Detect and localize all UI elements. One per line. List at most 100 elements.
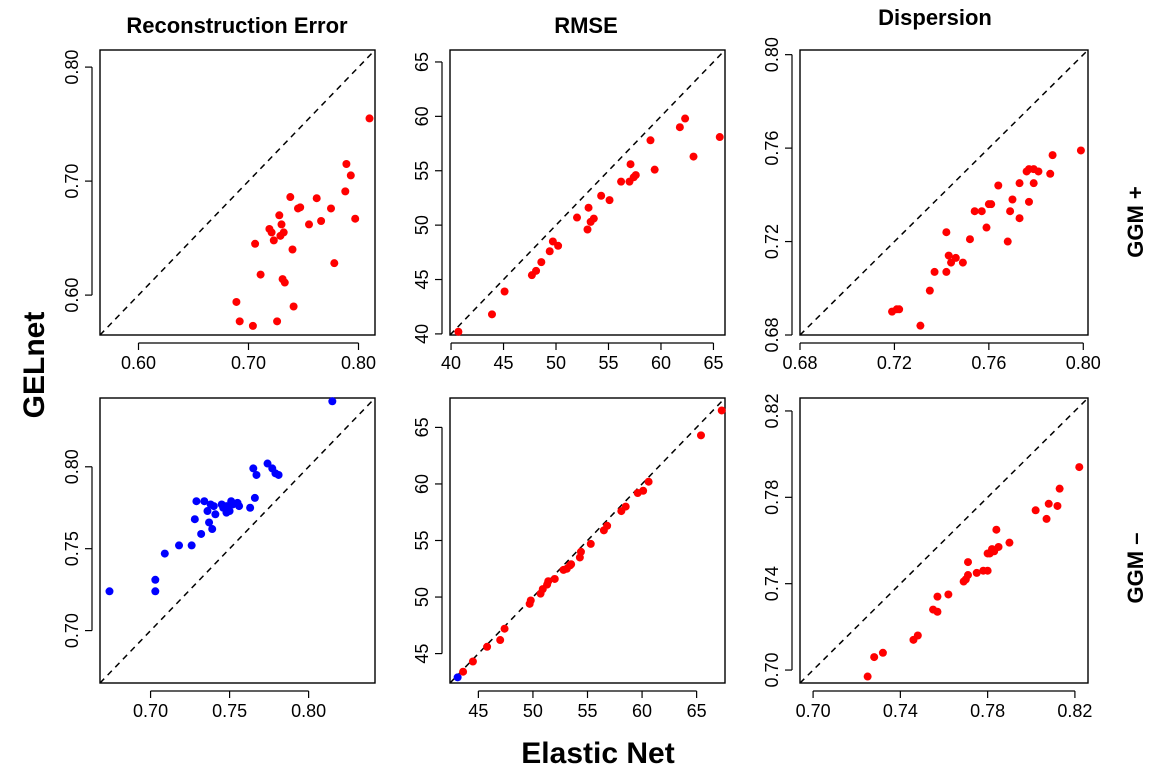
- x-tick-label: 0.60: [121, 353, 156, 373]
- data-point: [305, 220, 313, 229]
- x-tick-label: 0.76: [971, 353, 1006, 373]
- data-point: [982, 223, 991, 232]
- data-point: [275, 211, 284, 220]
- data-point: [545, 247, 554, 256]
- y-tick-label: 45: [412, 270, 432, 290]
- data-point: [1053, 501, 1062, 510]
- data-point: [252, 470, 261, 479]
- data-point: [554, 241, 563, 250]
- x-tick-label: 45: [468, 701, 488, 721]
- plot-frame: [449, 397, 726, 684]
- data-point: [626, 160, 635, 169]
- x-tick-label: 0.72: [877, 353, 912, 373]
- data-point: [232, 297, 241, 306]
- data-point: [631, 171, 640, 180]
- data-point: [972, 568, 981, 577]
- y-tick-label: 0.72: [762, 224, 782, 259]
- data-point: [681, 114, 690, 123]
- data-point: [453, 673, 462, 682]
- data-point: [351, 214, 360, 223]
- y-tick-label: 45: [412, 644, 432, 664]
- data-point: [1008, 195, 1017, 204]
- data-point: [644, 477, 653, 486]
- data-point: [211, 510, 220, 519]
- data-point: [537, 258, 546, 267]
- y-tick-label: 0.78: [762, 480, 782, 515]
- data-point: [251, 239, 260, 248]
- data-point: [589, 214, 598, 223]
- data-point: [646, 136, 655, 145]
- data-point: [870, 653, 879, 662]
- x-tick-label: 65: [687, 701, 707, 721]
- scatter-panel: 0.60 0.70 0.80 0.60 0.70 0.80: [62, 49, 376, 373]
- data-point: [500, 287, 509, 296]
- data-point: [1015, 179, 1024, 188]
- data-point: [267, 228, 276, 237]
- data-point: [675, 123, 684, 132]
- y-tick-label: 60: [412, 474, 432, 494]
- plot-frame: [799, 49, 1089, 336]
- data-point: [617, 177, 626, 186]
- data-point: [930, 267, 939, 276]
- y-tick-label: 0.70: [62, 164, 82, 199]
- data-point: [468, 657, 477, 666]
- data-point: [160, 549, 169, 558]
- x-tick-label: 65: [703, 353, 723, 373]
- data-point: [977, 207, 986, 216]
- x-tick-label: 40: [441, 353, 461, 373]
- row-label-ggm-minus: GGM –: [1123, 533, 1148, 604]
- x-tick-label: 0.70: [231, 353, 266, 373]
- x-tick-label: 0.82: [1057, 701, 1092, 721]
- x-tick-label: 0.70: [796, 701, 831, 721]
- data-point: [532, 266, 541, 275]
- scatter-panel: 0.68 0.72 0.76 0.80 0.68 0.72 0.76 0.80: [762, 37, 1101, 373]
- x-tick-label: 0.75: [212, 701, 247, 721]
- data-point: [603, 521, 612, 530]
- data-point: [925, 286, 934, 295]
- data-point: [192, 497, 201, 506]
- data-point: [1003, 237, 1012, 246]
- data-point: [1005, 538, 1014, 547]
- x-tick-label: 0.80: [291, 701, 326, 721]
- data-point: [1034, 167, 1043, 176]
- data-point: [987, 200, 996, 209]
- data-point: [274, 470, 283, 479]
- data-point: [1042, 514, 1051, 523]
- data-point: [151, 575, 160, 584]
- identity-line: [449, 397, 726, 684]
- data-point: [365, 114, 374, 123]
- data-point: [567, 560, 576, 569]
- data-point: [913, 631, 922, 640]
- data-point: [330, 259, 339, 268]
- data-point: [717, 406, 726, 415]
- data-point: [269, 236, 278, 245]
- data-point: [289, 302, 298, 311]
- y-tick-label: 0.70: [762, 653, 782, 688]
- data-point: [312, 194, 321, 203]
- panels-group: 0.60 0.70 0.80 0.60 0.70 0.80 40 45 50 55 60 65 40 45…: [62, 37, 1101, 721]
- column-title-rmse: RMSE: [554, 13, 618, 38]
- data-point: [863, 672, 872, 681]
- data-point: [584, 203, 593, 212]
- identity-line: [99, 397, 376, 684]
- data-point: [933, 592, 942, 601]
- data-point: [151, 587, 160, 596]
- data-point: [187, 541, 196, 550]
- data-point: [1024, 197, 1033, 206]
- x-tick-label: 50: [546, 353, 566, 373]
- y-tick-label: 0.75: [62, 531, 82, 566]
- data-point: [621, 502, 630, 511]
- y-tick-label: 0.80: [62, 449, 82, 484]
- x-tick-label: 55: [577, 701, 597, 721]
- data-point: [1006, 207, 1015, 216]
- data-point: [605, 196, 614, 205]
- y-tick-label: 40: [412, 324, 432, 344]
- data-point: [1015, 214, 1024, 223]
- data-point: [1076, 146, 1085, 155]
- data-point: [342, 160, 351, 168]
- data-point: [317, 217, 326, 225]
- x-tick-label: 0.70: [133, 701, 168, 721]
- data-point: [175, 541, 184, 550]
- data-point: [203, 507, 212, 516]
